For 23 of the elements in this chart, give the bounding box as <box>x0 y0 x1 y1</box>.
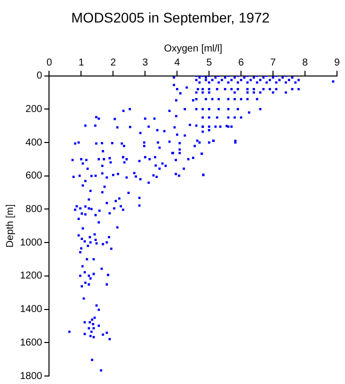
y-tick-label: 800 <box>26 204 43 215</box>
y-tick-label: 1400 <box>20 304 43 316</box>
x-tick-label: 9 <box>334 58 340 69</box>
x-tick-label: 8 <box>302 58 308 69</box>
y-axis-title: Depth [m] <box>4 204 16 248</box>
x-tick-label: 5 <box>206 58 212 69</box>
y-tick-label: 0 <box>36 70 43 82</box>
x-tick-label: 0 <box>46 58 52 69</box>
y-tick-label: 400 <box>26 137 43 148</box>
x-axis-title: Oxygen [ml/l] <box>164 44 223 55</box>
y-tick-label: 1600 <box>20 337 43 348</box>
y-tick-label: 1000 <box>20 237 43 248</box>
y-tick-label: 1200 <box>20 270 43 282</box>
x-tick-label: 6 <box>238 58 244 69</box>
x-tick-label: 4 <box>174 58 180 69</box>
y-tick-label: 600 <box>26 170 43 182</box>
x-tick-label: 2 <box>110 58 116 69</box>
y-tick-label: 1800 <box>20 370 43 382</box>
y-tick-label: 200 <box>26 104 43 115</box>
chart-title: MODS2005 in September, 1972 <box>71 9 270 26</box>
x-tick-label: 3 <box>142 58 148 69</box>
x-tick-label: 1 <box>78 58 84 69</box>
x-tick-label: 7 <box>270 58 276 69</box>
